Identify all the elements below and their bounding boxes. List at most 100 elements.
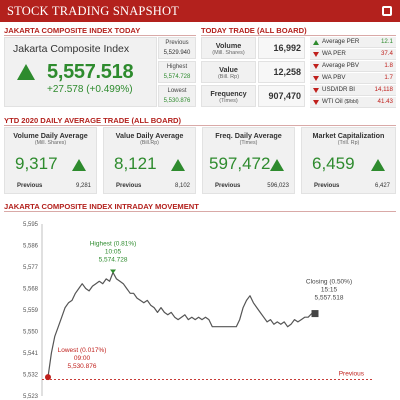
up-arrow-icon [371,159,385,171]
section-title-trade-today: TODAY TRADE (ALL BOARD) [201,26,307,35]
trade-label: Frequency [210,89,247,98]
expand-icon[interactable] [382,6,392,16]
card-unit: (Bill.Rp) [140,140,159,146]
divider [4,125,396,126]
card-unit: (Mill. Shares) [34,140,67,146]
highest-annotation: Highest (0.81%) 10:05 5,574.728 [90,240,137,274]
card-previous-label: Previous [314,183,340,189]
jci-value: 5,557.518 [47,61,134,83]
page-title: STOCK TRADING SNAPSHOT [7,4,180,18]
y-tick-label: 5,550 [23,330,39,336]
trade-value: 16,992 [258,37,305,59]
highest-time: 10:05 [105,248,122,255]
card-unit: (Times) [239,140,258,146]
ratio-row-wti-oil: WTI Oil ($/bbl) 41.43 [310,97,396,108]
card-value: 8,121 [114,154,157,173]
lowest-annotation: Lowest (0.017%) 09:00 5,530.876 [45,347,106,381]
down-triangle-icon [313,52,319,57]
card-title: Market Capitalization [312,131,385,140]
ytd-card-market-cap: Market Capitalization (Trill. Rp) 6,459 … [301,127,396,194]
y-tick-label: 5,532 [23,373,39,379]
card-previous-label: Previous [116,183,142,189]
ratio-label: Average PBV [322,62,360,69]
card-previous-value: 8,102 [174,183,190,189]
ratio-row-usd-idr: USD/IDR BI 14,118 [310,85,396,96]
previous-close-label: Previous [339,370,365,377]
y-tick-label: 5,559 [23,308,39,314]
y-tick-label: 5,541 [23,351,39,357]
lowest-marker [45,374,51,381]
trade-label: Volume [215,41,242,50]
y-tick-label: 5,595 [23,222,39,228]
highest-marker [110,269,117,274]
trade-unit: (Bill. Rp) [217,74,240,80]
jci-highest-value: 5,574.728 [163,74,191,80]
card-previous-value: 9,281 [75,183,91,189]
lowest-value: 5,530.876 [68,363,97,370]
trade-label-box: Frequency (Times) [201,85,256,107]
section-title-intraday: JAKARTA COMPOSITE INDEX INTRADAY MOVEMEN… [4,202,199,211]
lowest-time: 09:00 [74,355,91,362]
card-unit: (Trill. Rp) [337,140,360,146]
closing-marker [311,310,319,318]
up-triangle-icon [313,40,319,45]
y-tick-label: 5,568 [23,287,39,293]
ratio-row-average-per: Average PER 12.1 [310,37,396,48]
trade-label: Value [219,65,238,74]
divider [4,35,196,36]
closing-time: 15:15 [321,287,338,294]
highest-label: Highest (0.81%) [90,240,137,247]
y-tick-label: 5,523 [23,394,39,400]
section-title-ytd: YTD 2020 DAILY AVERAGE TRADE (ALL BOARD) [4,116,182,125]
series-line [47,271,315,378]
ratio-label-main: WTI Oil [322,98,343,105]
jci-previous-label: Previous [165,40,189,46]
up-arrow-icon [171,159,185,171]
ratio-row-wa-pbv: WA PBV 1.7 [310,73,396,84]
ratio-row-average-pbv: Average PBV 1.8 [310,61,396,72]
jci-highest-label: Highest [166,64,188,70]
trade-label-box: Volume (Mill. Shares) [201,37,256,59]
card-value: 6,459 [312,154,355,173]
ytd-card-value: Value Daily Average (Bill.Rp) 8,121 Prev… [103,127,196,194]
jci-highest: Highest 5,574.728 [158,61,196,83]
jci-lowest: Lowest 5,530.876 [158,85,196,107]
ratio-label-unit: ($/bbl) [344,99,359,105]
card-title: Freq. Daily Average [215,131,282,140]
trade-value: 907,470 [258,85,305,107]
closing-label: Closing (0.50%) [306,279,352,286]
section-title-jci-today: JAKARTA COMPOSITE INDEX TODAY [4,26,141,35]
y-tick-label: 5,577 [23,265,39,271]
ratio-label: USD/IDR BI [322,86,356,93]
down-triangle-icon [313,88,319,93]
ratio-value: 37.4 [380,50,393,57]
trade-unit: (Times) [219,98,238,104]
ratio-label: WA PER [322,50,346,57]
ratio-value: 41.43 [377,98,393,105]
trade-row-volume: Volume (Mill. Shares) 16,992 [201,37,305,59]
ratio-row-wa-per: WA PER 37.4 [310,49,396,60]
card-previous-label: Previous [17,183,43,189]
card-previous-label: Previous [215,183,241,189]
down-triangle-icon [313,64,319,69]
jci-previous: Previous 5,529.940 [158,37,196,59]
trade-value: 12,258 [258,61,305,83]
jci-lowest-label: Lowest [167,88,187,94]
ratio-label: WA PBV [322,74,346,81]
ratio-value: 12.1 [380,38,393,45]
up-arrow-icon [17,64,35,80]
divider [201,35,396,36]
ratio-value: 14,118 [374,86,393,93]
closing-value: 5,557.518 [315,295,344,302]
closing-annotation: Closing (0.50%) 15:15 5,557.518 [306,279,352,318]
jci-summary-card: Jakarta Composite Index 5,557.518 +27.57… [4,37,157,107]
y-axis: 5,595 5,586 5,577 5,568 5,559 5,550 5,541 5,532… [23,222,39,400]
trade-label-box: Value (Bill. Rp) [201,61,256,83]
jci-change: +27.578 (+0.499%) [47,84,133,95]
jci-lowest-value: 5,530.876 [163,98,191,104]
ytd-card-volume: Volume Daily Average (Mill. Shares) 9,31… [4,127,97,194]
jci-previous-value: 5,529.940 [163,50,191,56]
ratio-value: 1.7 [384,74,393,81]
trade-row-frequency: Frequency (Times) 907,470 [201,85,305,107]
y-tick-label: 5,586 [23,244,39,250]
